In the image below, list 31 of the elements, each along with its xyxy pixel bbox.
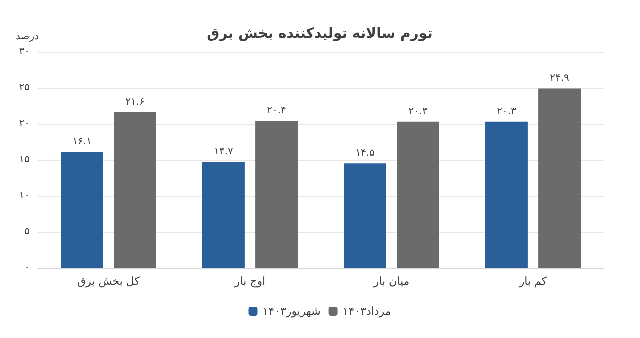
bar [344,164,386,268]
x-tick-label: میان بار [372,275,410,288]
bar [397,122,440,268]
bar [114,112,157,268]
bar [485,122,528,268]
data-label: ۲۰.۳ [408,106,429,118]
data-label: ۲۱.۶ [126,96,145,108]
data-label: ۲۴.۹ [550,73,570,84]
y-tick-label: ۱۰ [19,190,30,202]
y-tick-label: ۳۰ [19,46,30,58]
bar [202,162,245,268]
legend-label: مرداد۱۴۰۳ [342,305,392,318]
legend-label: شهریور۱۴۰۳ [262,305,321,318]
y-tick-label: ۰ [24,262,30,274]
bar [256,121,298,268]
bar [60,152,104,268]
y-tick-label: ۲۵ [19,82,30,94]
y-tick-label: ۱۵ [19,154,30,166]
x-tick-label: کم بار [518,275,548,288]
y-tick-label: ۲۰ [19,118,30,130]
x-tick-label: اوج بار [234,275,266,288]
data-label: ۲۰.۳ [497,106,517,118]
data-label: ۱۴.۵ [356,148,375,160]
chart-title: تورم سالانه تولیدکننده بخش برق [207,26,433,42]
y-axis-title: درصد [16,32,40,42]
data-label: ۱۶.۱ [72,136,92,148]
bar [538,88,582,268]
x-tick-label: کل بخش برق [78,275,141,288]
data-label: ۱۴.۷ [214,146,234,158]
data-label: ۲۰.۴ [267,106,286,117]
y-tick-label: ۵ [24,226,30,238]
